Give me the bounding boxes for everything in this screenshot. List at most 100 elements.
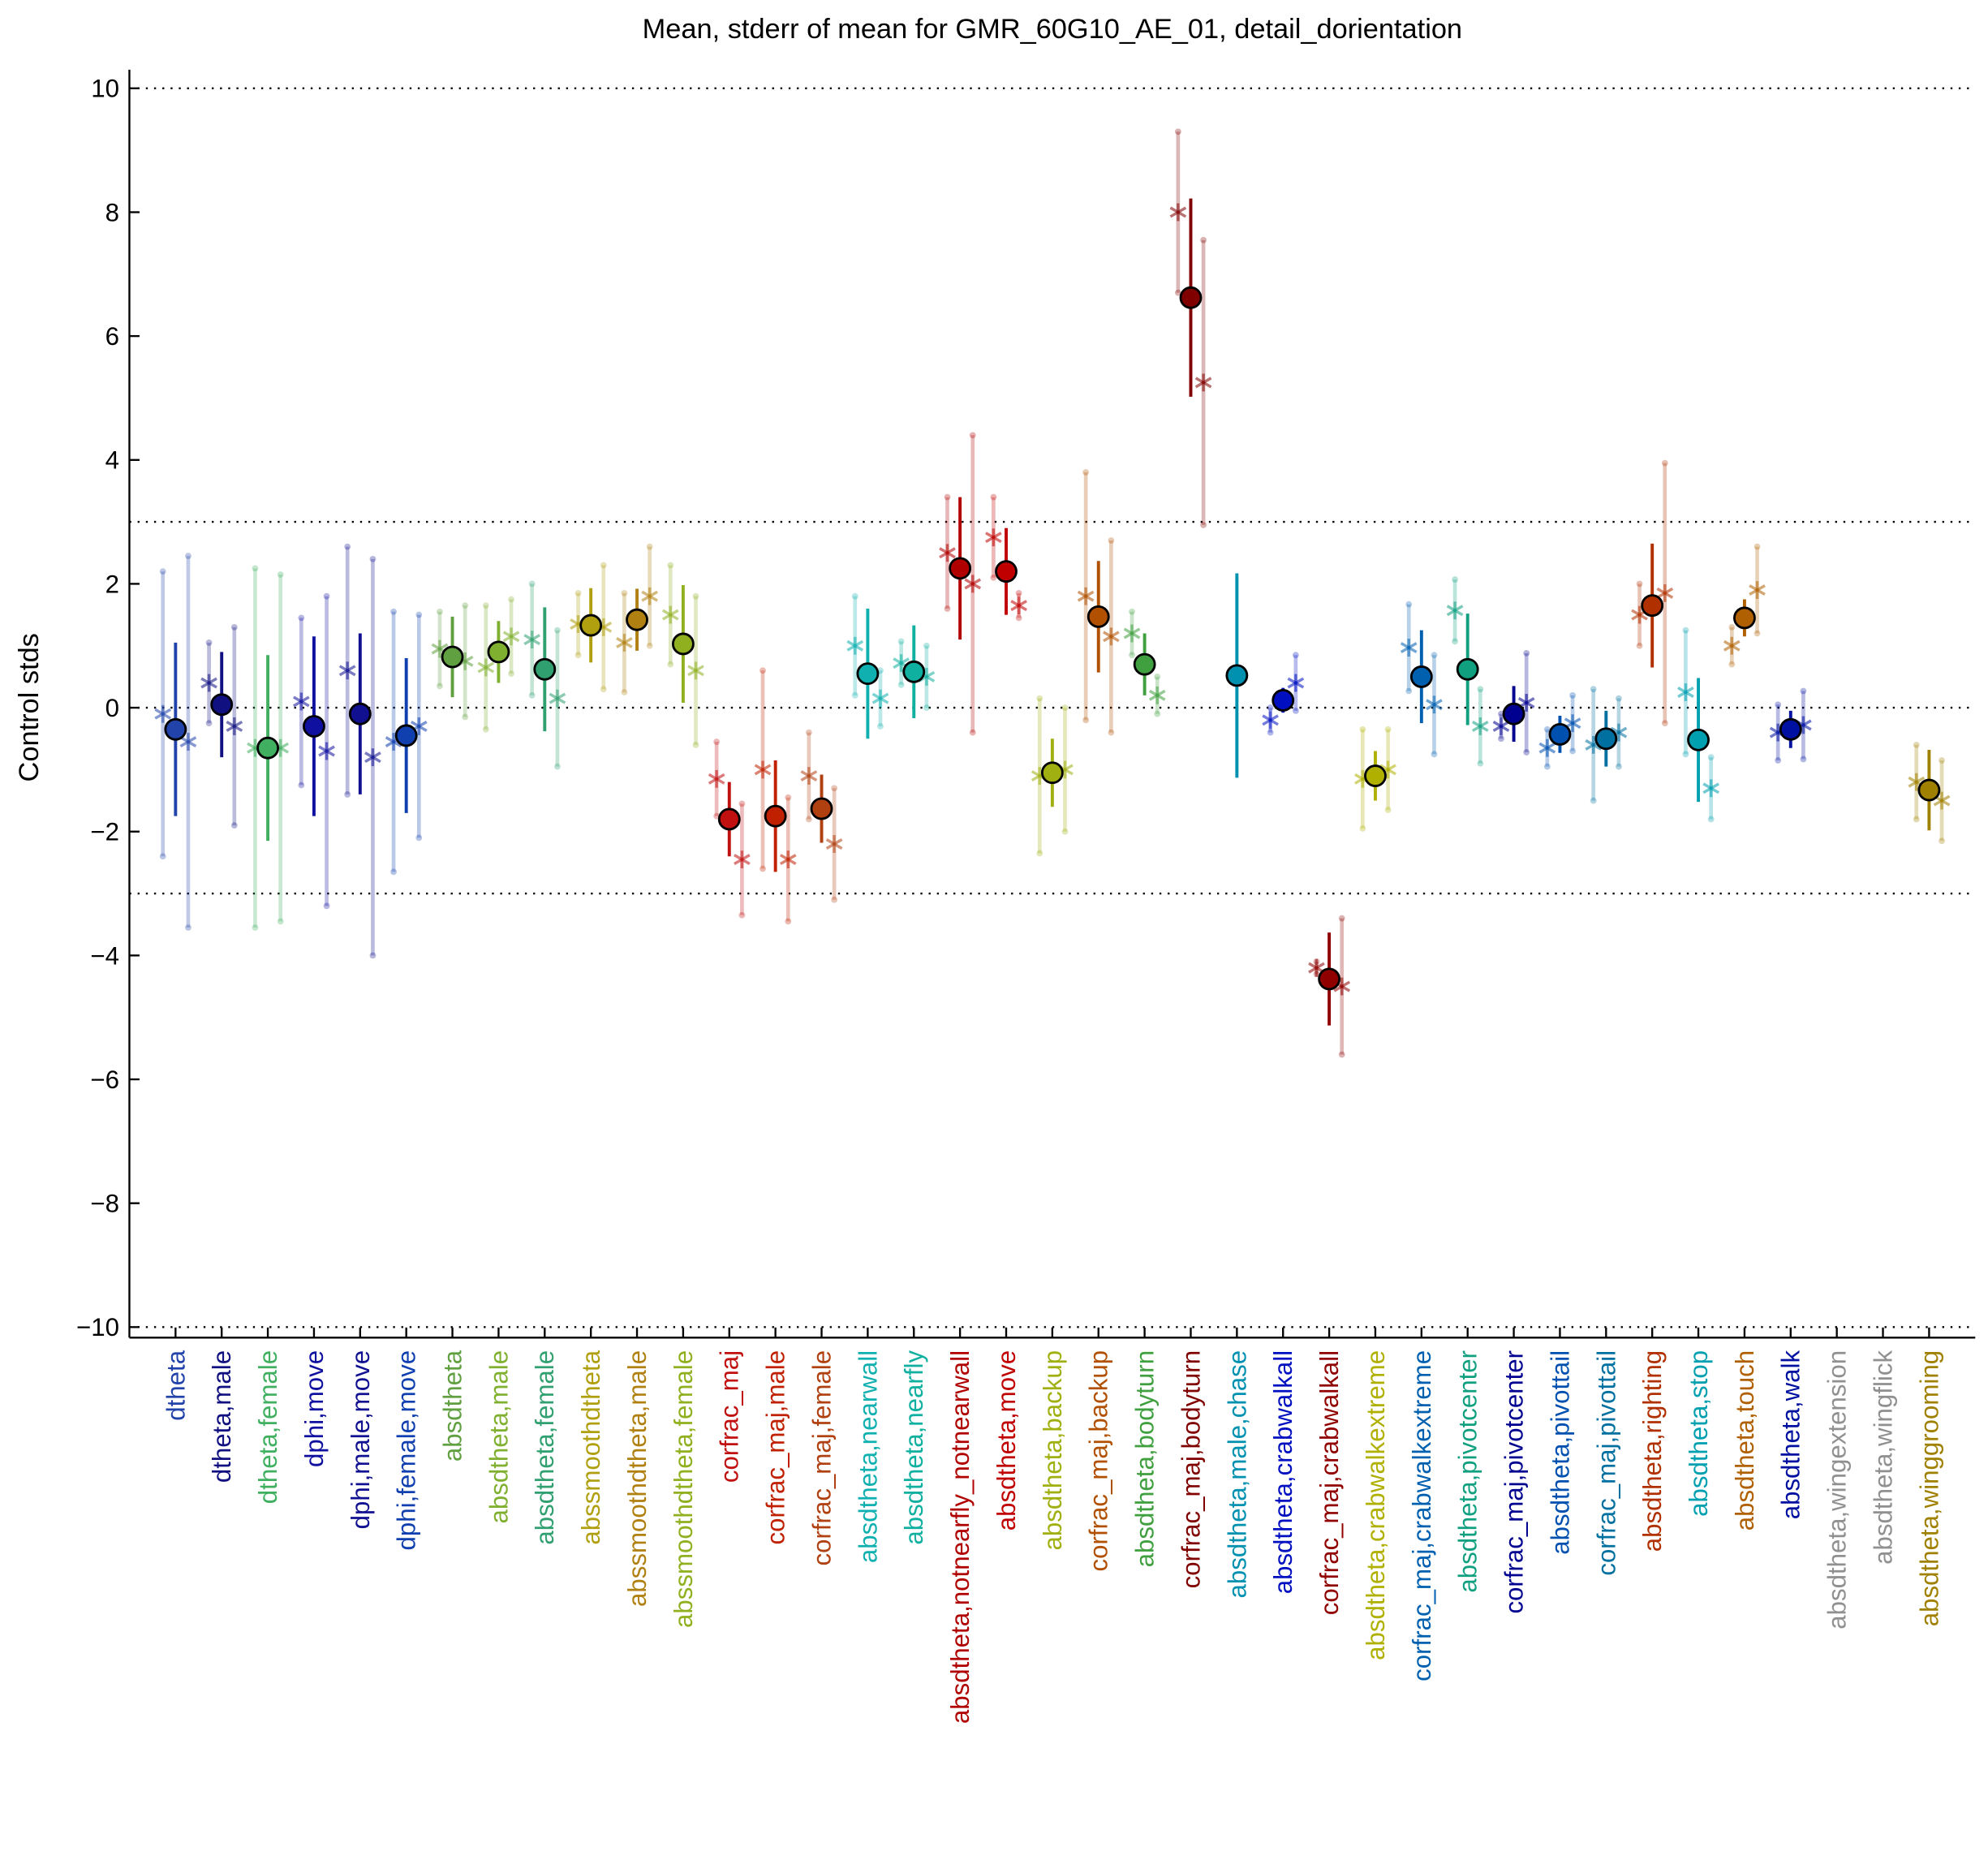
star-marker (1677, 683, 1694, 701)
error-cap (1405, 687, 1413, 695)
mean-marker (672, 632, 695, 656)
error-cap (1200, 236, 1207, 243)
star-stroke (964, 578, 982, 590)
y-tick-label: 6 (105, 322, 119, 351)
star-marker (1287, 674, 1305, 692)
error-cap (805, 729, 812, 736)
star-stroke (523, 634, 541, 646)
star-marker (825, 835, 843, 853)
x-tick-label: dtheta,female (254, 1350, 282, 1504)
mean-marker (1641, 594, 1664, 618)
error-cap (159, 853, 166, 860)
mean-marker (1179, 286, 1203, 309)
error-cap (1543, 763, 1551, 770)
star-marker (964, 575, 982, 593)
error-cap (851, 691, 858, 699)
error-cap (390, 608, 397, 615)
x-tick-label: absdtheta,nearfly (900, 1350, 928, 1545)
error-cap (1707, 754, 1715, 761)
star-stroke (1194, 377, 1212, 389)
mean-marker (1087, 605, 1110, 628)
error-cap (415, 611, 423, 618)
y-tick-label: 10 (91, 75, 119, 103)
star-stroke (687, 665, 704, 677)
mean-marker (1779, 717, 1802, 741)
star-marker (1492, 717, 1510, 735)
y-tick-label: −6 (90, 1066, 119, 1094)
error-cap (1728, 623, 1736, 631)
mean-marker (856, 662, 880, 686)
error-cap (298, 781, 305, 789)
x-tick-label: dtheta,male (208, 1350, 236, 1483)
error-cap (462, 602, 469, 609)
error-cap (1267, 704, 1274, 711)
star-marker (1077, 587, 1095, 605)
error-cap (1082, 717, 1090, 724)
error-cap (1939, 837, 1945, 845)
error-cap (877, 723, 884, 730)
error-cap (1108, 537, 1115, 544)
error-cap (1661, 720, 1668, 727)
x-tick-label: absdtheta,backup (1039, 1350, 1067, 1551)
mean-marker (1318, 967, 1340, 991)
mean-marker (303, 715, 325, 738)
error-cap (1036, 695, 1043, 702)
star-stroke (200, 677, 217, 689)
star-marker (549, 689, 566, 708)
error-cap (1431, 652, 1438, 659)
error-cap (990, 574, 997, 581)
star-stroke (708, 773, 725, 785)
x-tick-label: abssmoothdtheta,male (623, 1350, 652, 1607)
x-tick-label: absdtheta,touch (1731, 1350, 1759, 1531)
mean-marker (626, 608, 648, 631)
y-tick-label: −2 (90, 818, 119, 846)
star-marker (1400, 639, 1418, 657)
star-stroke (616, 636, 633, 648)
error-cap (1384, 725, 1392, 733)
error-cap (252, 924, 259, 931)
error-cap (805, 816, 812, 823)
error-cap (738, 911, 746, 919)
error-cap (667, 661, 674, 668)
star-stroke (1702, 782, 1720, 794)
x-tick-label: corfrac_maj,backup (1085, 1350, 1113, 1572)
star-marker (502, 627, 520, 646)
x-tick-label: dphi,male,move (346, 1350, 375, 1530)
star-stroke (800, 770, 818, 781)
star-marker (687, 661, 704, 680)
x-tick-label: abssmoothdtheta,female (669, 1350, 698, 1628)
error-cap (1477, 760, 1484, 767)
error-cap (1569, 747, 1576, 755)
error-cap (344, 543, 351, 550)
x-tick-label: abssmoothdtheta (577, 1350, 605, 1544)
star-stroke (1103, 631, 1120, 643)
error-cap (667, 562, 674, 569)
mean-marker (579, 614, 603, 637)
y-axis-label: Control stds (14, 633, 45, 781)
star-stroke (1677, 687, 1694, 698)
star-marker (616, 633, 633, 652)
error-cap (1616, 695, 1622, 702)
error-cap (1174, 128, 1181, 136)
error-cap (277, 571, 284, 578)
star-marker (318, 742, 335, 760)
error-cap (437, 608, 443, 615)
mean-marker (1733, 606, 1756, 630)
error-cap (1338, 915, 1345, 922)
error-cap (1753, 630, 1761, 637)
star-marker (477, 658, 495, 677)
error-cap (831, 785, 838, 792)
error-cap (1939, 757, 1945, 764)
error-cap (713, 738, 721, 745)
star-stroke (1077, 590, 1095, 602)
x-tick-label: absdtheta,nearwall (854, 1350, 882, 1563)
x-tick-label: corfrac_maj,bodyturn (1177, 1350, 1205, 1588)
star-marker (1169, 203, 1187, 222)
star-marker (754, 760, 772, 779)
star-marker (1010, 596, 1027, 615)
error-cap (1129, 652, 1135, 659)
error-cap (528, 580, 536, 588)
star-stroke (1517, 697, 1535, 708)
error-cap (390, 868, 397, 876)
